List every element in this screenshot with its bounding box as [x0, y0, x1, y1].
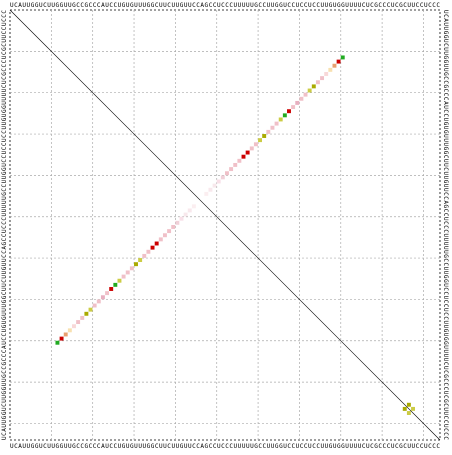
- pair-dot: [328, 67, 333, 72]
- pair-dot: [142, 253, 147, 258]
- pair-dot: [179, 216, 184, 221]
- pair-dot: [158, 237, 163, 242]
- diagonal: [9, 9, 441, 441]
- pair-dot: [72, 324, 76, 329]
- pair-dot: [307, 88, 312, 93]
- pair-dot: [134, 262, 138, 267]
- pair-dot: [208, 187, 213, 192]
- sequence-top: UCAUUGGUCUUGGUUGCCGCCCAUCCUGUGUUUGGCUUCU…: [10, 2, 440, 9]
- pair-dot: [258, 138, 263, 143]
- pair-dot: [84, 311, 89, 316]
- pair-dot: [105, 291, 110, 296]
- pair-dot: [324, 72, 329, 76]
- pair-dot: [295, 100, 300, 105]
- pair-dot: [175, 220, 180, 225]
- dots: [55, 55, 415, 415]
- pair-dot: [249, 146, 254, 151]
- pair-dot: [113, 282, 118, 287]
- pair-dot: [187, 208, 192, 213]
- pair-dot: [109, 287, 114, 291]
- pair-dot: [204, 191, 209, 196]
- pair-dot: [245, 150, 250, 155]
- sequence-bottom: UCAUUGGUCUUGGUUGCCGCCCAUCCUGUGUUUGGCUUCU…: [10, 443, 440, 450]
- pair-dot: [270, 125, 275, 130]
- pair-dot: [167, 229, 172, 234]
- pair-dot: [320, 76, 325, 81]
- frame: [9, 9, 441, 441]
- pair-dot: [332, 63, 337, 68]
- pair-dot: [121, 274, 126, 279]
- pair-dot: [262, 134, 267, 138]
- pair-dot: [303, 92, 308, 97]
- pair-dot: [299, 96, 304, 101]
- pair-dot: [287, 109, 291, 114]
- sequence-left: UCAUUGGUCUUGGUUGCCGCCCAUCCUGUGUUUGGCUUCU…: [1, 10, 8, 440]
- pair-dot: [183, 212, 188, 217]
- pair-dot: [241, 154, 246, 159]
- pair-dot: [274, 121, 279, 126]
- pair-dot: [406, 402, 411, 407]
- pair-dot: [191, 204, 196, 209]
- pair-dot: [315, 80, 320, 85]
- pair-dot: [162, 233, 167, 238]
- pair-dot: [63, 332, 68, 337]
- pair-dot: [67, 328, 72, 333]
- pair-dot: [125, 270, 130, 275]
- pair-dot: [291, 105, 296, 110]
- pair-dot: [92, 303, 97, 308]
- pair-dot: [220, 175, 225, 180]
- pair-dot: [80, 315, 85, 320]
- pair-dot: [266, 129, 271, 134]
- pair-dot: [229, 167, 234, 172]
- pair-dot: [88, 307, 93, 312]
- pair-dot: [216, 179, 221, 184]
- pair-dot: [154, 241, 159, 246]
- pair-dot: [138, 258, 143, 263]
- pair-dot: [212, 183, 217, 188]
- pair-dot: [278, 117, 283, 122]
- pair-dot: [311, 84, 316, 89]
- pair-dot: [225, 171, 229, 176]
- pair-dot: [100, 295, 105, 300]
- pair-dot: [146, 249, 151, 254]
- pair-dot: [76, 320, 81, 325]
- pair-dot: [253, 142, 258, 147]
- pair-dot: [336, 59, 341, 64]
- pair-dot: [150, 245, 155, 250]
- pair-dot: [406, 411, 411, 415]
- pair-dot: [117, 278, 122, 283]
- pair-dot: [282, 113, 287, 118]
- pair-dot: [402, 406, 407, 411]
- pair-dot: [411, 406, 415, 411]
- pair-dot: [237, 158, 242, 163]
- sequence-right: UCAUUGGUCUUGGUUGCCGCCCAUCCUGUGUUUGGCUUCU…: [442, 10, 449, 440]
- pair-dot: [233, 162, 238, 167]
- pair-dot: [340, 55, 345, 60]
- pair-dot: [129, 266, 134, 271]
- pair-dot: [55, 340, 60, 345]
- pair-dot: [59, 336, 64, 341]
- pair-dot: [96, 299, 101, 304]
- pair-dot: [171, 225, 176, 229]
